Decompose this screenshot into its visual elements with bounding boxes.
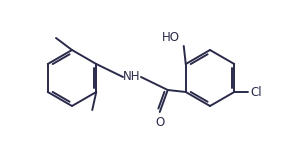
Text: O: O: [155, 116, 164, 129]
Text: Cl: Cl: [250, 85, 262, 98]
Text: HO: HO: [162, 31, 180, 44]
Text: NH: NH: [123, 71, 141, 84]
